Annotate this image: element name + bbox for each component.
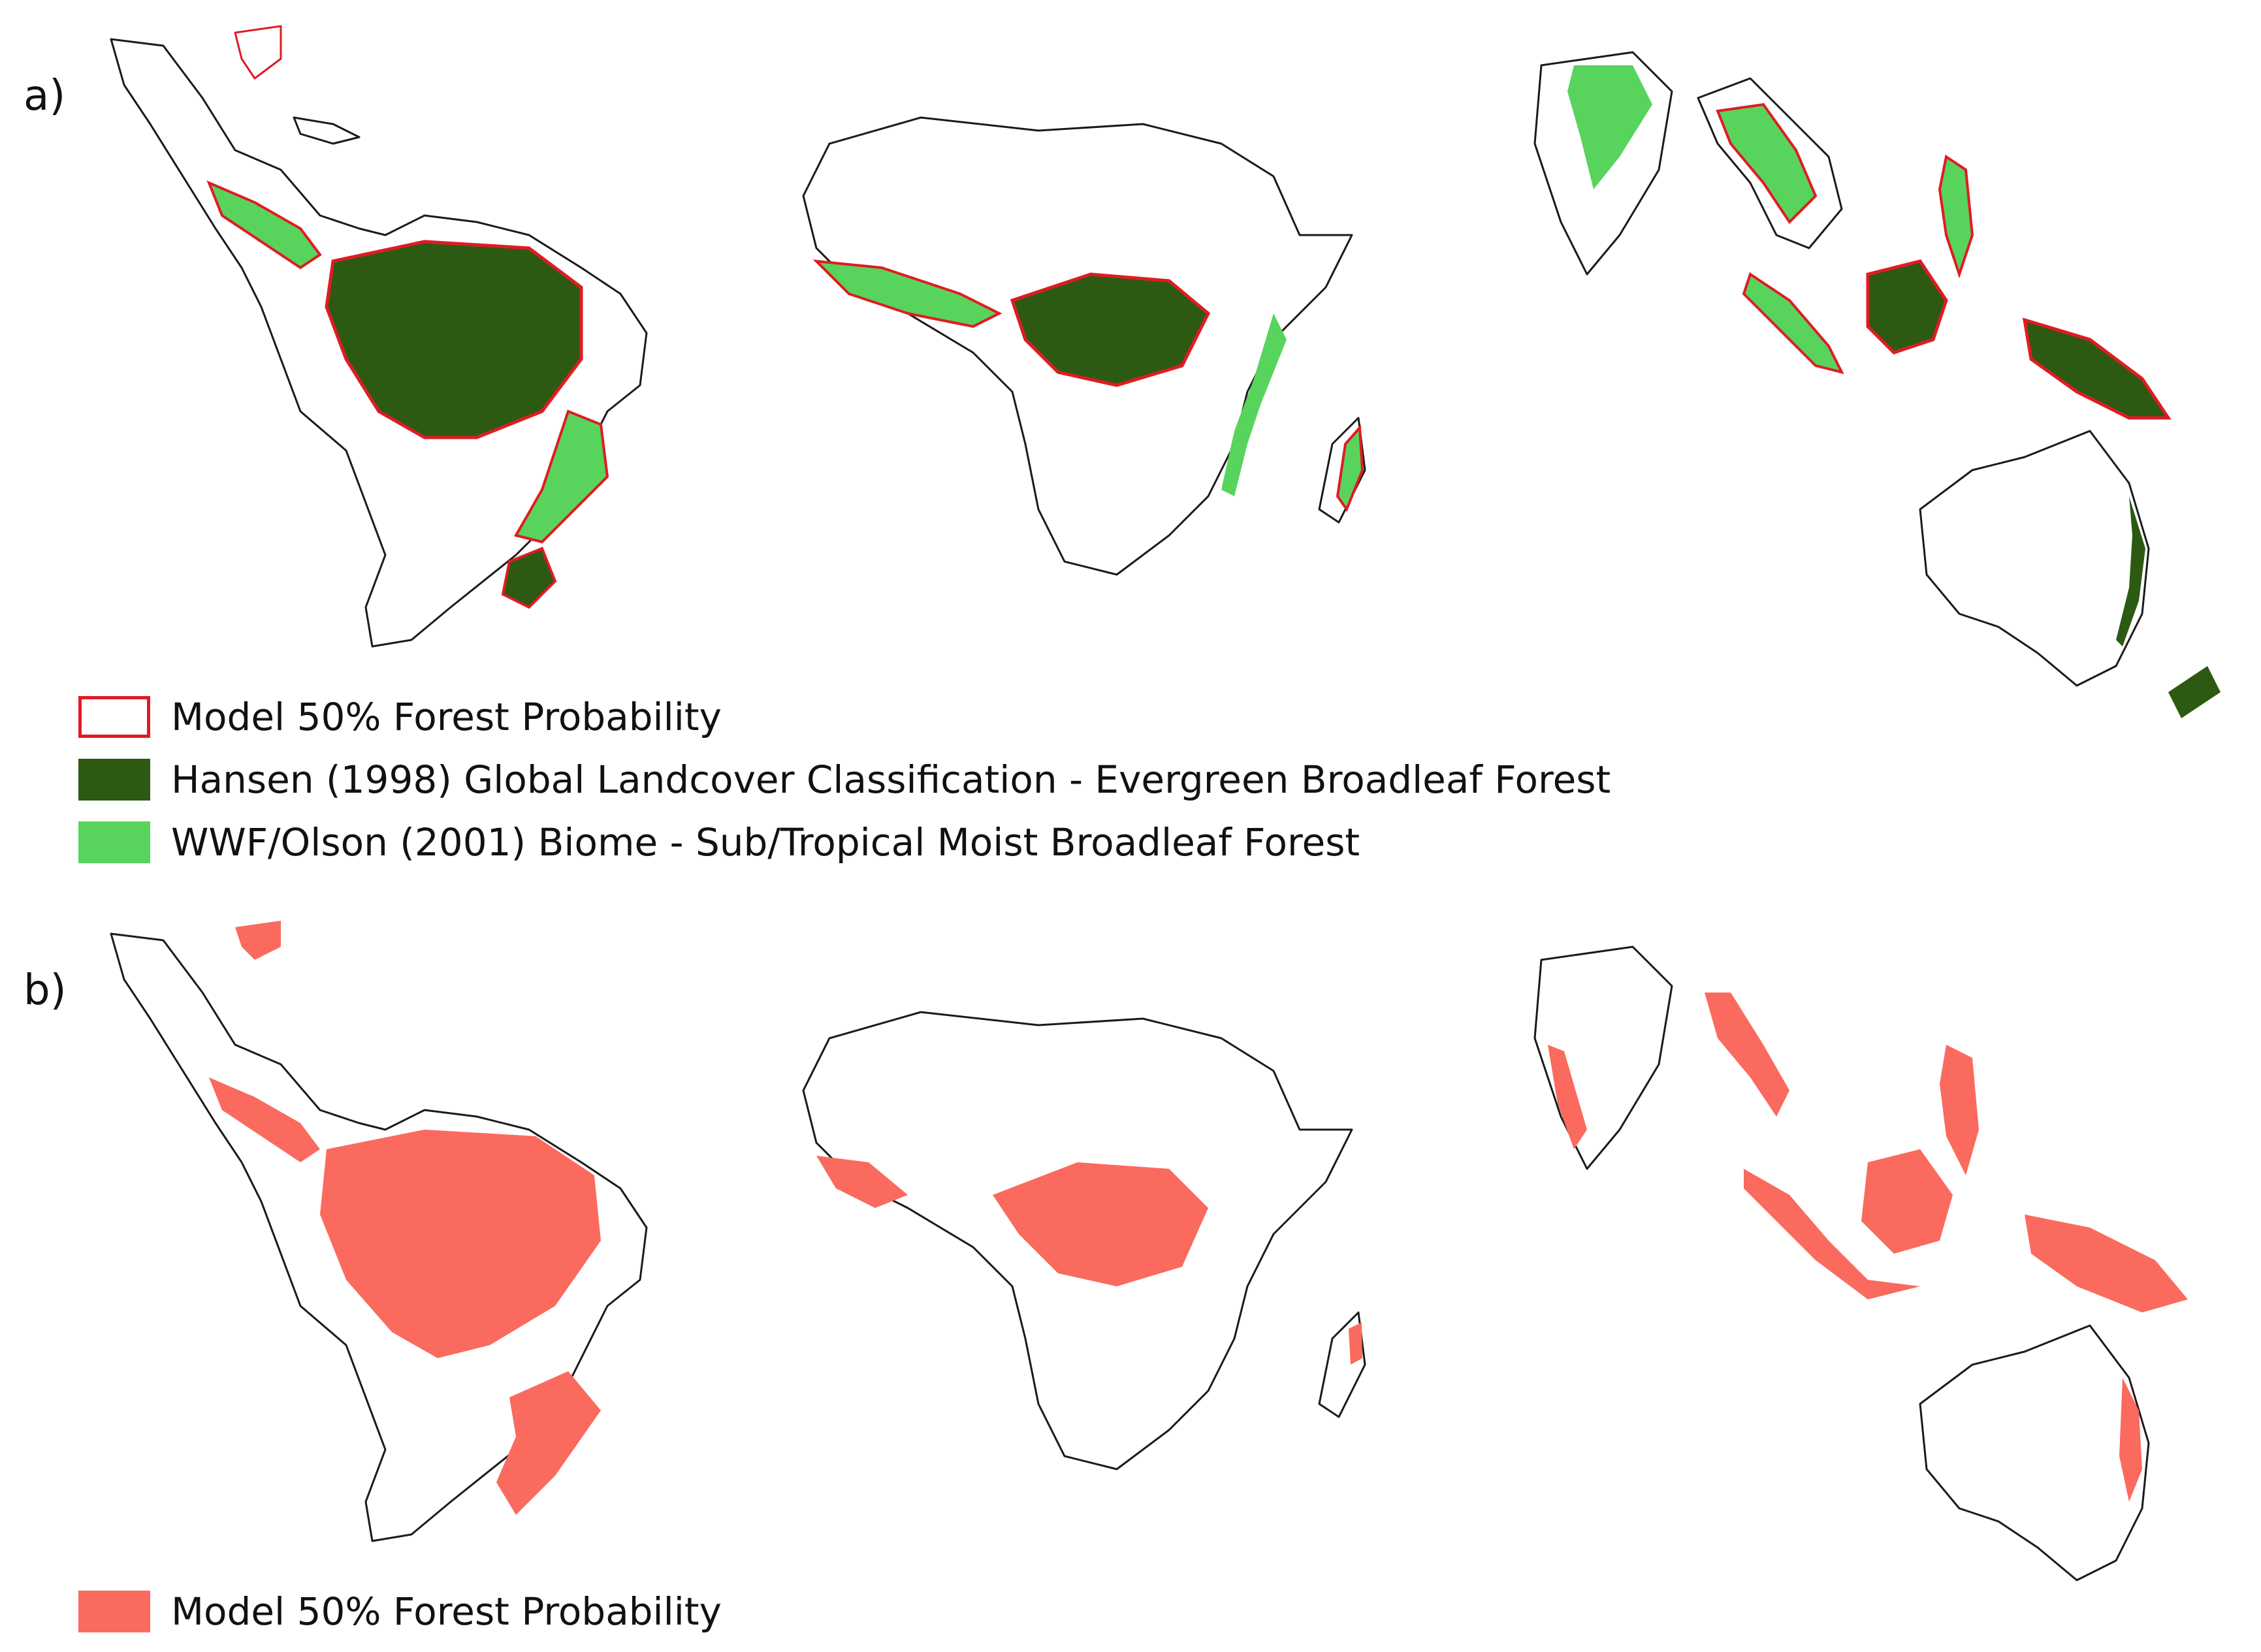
legend-label: Model 50% Forest Probability bbox=[171, 1589, 722, 1634]
wwf-central-america bbox=[206, 180, 322, 270]
hansen-sumatra bbox=[1742, 272, 1844, 374]
legend-row-hansen: Hansen (1998) Global Landcover Classific… bbox=[78, 748, 1611, 811]
hansen-southern-brazil bbox=[501, 547, 557, 609]
hansen-new-zealand bbox=[2168, 666, 2221, 718]
hansen-borneo bbox=[1866, 259, 1948, 355]
model-florida bbox=[235, 921, 281, 960]
model-philippines bbox=[1940, 1045, 1979, 1175]
model-central-america bbox=[209, 1077, 320, 1162]
legend-label: Model 50% Forest Probability bbox=[171, 695, 722, 739]
model-madagascar bbox=[1349, 1322, 1362, 1365]
australia-landmass bbox=[1919, 430, 2150, 687]
model-indochina bbox=[1705, 993, 1789, 1117]
model-west-africa bbox=[816, 1156, 908, 1208]
model-borneo bbox=[1861, 1149, 1953, 1254]
legend-row-model-outline: Model 50% Forest Probability bbox=[78, 686, 1611, 748]
wwf-west-africa bbox=[812, 259, 1002, 328]
model-congo-basin bbox=[993, 1162, 1208, 1286]
hansen-australia-coast bbox=[2116, 496, 2145, 646]
model-sumatra-java bbox=[1744, 1169, 1920, 1299]
panel-b-label: b) bbox=[24, 966, 67, 1015]
model-new-guinea bbox=[2025, 1215, 2188, 1312]
model-australia-coast bbox=[2119, 1378, 2142, 1502]
asia-oceania-map-a bbox=[1533, 51, 2221, 718]
wwf-india bbox=[1567, 65, 1652, 189]
legend-label: Hansen (1998) Global Landcover Classific… bbox=[171, 757, 1611, 802]
model-southern-brazil bbox=[496, 1371, 601, 1515]
legend-label: WWF/Olson (2001) Biome - Sub/Tropical Mo… bbox=[171, 820, 1360, 865]
americas-map-b bbox=[110, 921, 648, 1542]
model-outline-swatch bbox=[78, 696, 150, 738]
hansen-amazon bbox=[325, 240, 583, 439]
florida-outline bbox=[234, 25, 282, 80]
wwf-atlantic-forest bbox=[513, 409, 609, 544]
hansen-new-guinea bbox=[2022, 317, 2172, 420]
americas-map-a bbox=[110, 25, 648, 648]
australia-landmass bbox=[1919, 1324, 2150, 1581]
legend-a: Model 50% Forest Probability Hansen (199… bbox=[78, 686, 1611, 874]
caribbean-islands bbox=[293, 116, 361, 145]
wwf-madagascar bbox=[1336, 424, 1364, 513]
model-india-west-coast bbox=[1548, 1045, 1587, 1149]
hansen-congo-basin bbox=[1010, 272, 1211, 387]
wwf-philippines bbox=[1938, 154, 1974, 279]
legend-row-wwf: WWF/Olson (2001) Biome - Sub/Tropical Mo… bbox=[78, 811, 1611, 874]
africa-map-b bbox=[802, 1011, 1366, 1470]
model-amazon bbox=[320, 1130, 601, 1358]
asia-oceania-map-b bbox=[1533, 945, 2188, 1581]
panel-a-label: a) bbox=[24, 72, 66, 120]
wwf-east-africa-coast bbox=[1221, 313, 1287, 496]
model-fill-swatch bbox=[78, 1591, 150, 1632]
hansen-swatch bbox=[78, 759, 150, 801]
wwf-swatch bbox=[78, 821, 150, 863]
legend-row-model-fill: Model 50% Forest Probability bbox=[78, 1580, 722, 1643]
legend-b: Model 50% Forest Probability bbox=[78, 1580, 722, 1643]
wwf-indochina bbox=[1716, 103, 1818, 225]
africa-map-a bbox=[802, 116, 1366, 576]
